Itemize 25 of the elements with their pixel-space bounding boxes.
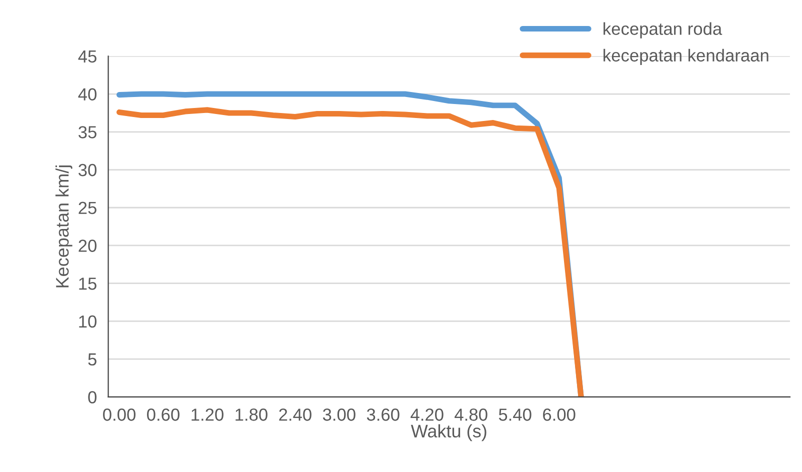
x-tick-label: 4.80	[454, 408, 488, 421]
x-tick-label: 0.00	[103, 408, 136, 421]
y-tick-label: 35	[78, 126, 96, 138]
y-tick-label: 25	[78, 202, 96, 214]
x-tick-label: 5.40	[498, 408, 532, 421]
x-tick-label: 0.60	[147, 408, 180, 421]
y-tick-label: 20	[78, 240, 96, 252]
x-tick-label: 4.20	[410, 408, 444, 421]
x-tick-label: 3.60	[366, 408, 400, 421]
y-tick-label: 30	[78, 164, 96, 176]
x-tick-label: 6.00	[543, 408, 576, 421]
y-tick-label: 0	[88, 391, 96, 404]
y-tick-label: 5	[88, 353, 96, 366]
x-axis-title: Waktu (s)	[410, 424, 486, 442]
y-tick-label: 10	[79, 315, 96, 328]
x-tick-label: 1.20	[192, 408, 224, 421]
y-axis-title: Kecepatan km/j	[55, 166, 72, 288]
x-tick-label: 3.00	[322, 408, 356, 421]
y-tick-label: 15	[79, 278, 96, 290]
legend-label: kecepatan roda	[604, 22, 722, 38]
y-tick-label: 40	[78, 88, 96, 100]
x-tick-label: 2.40	[279, 408, 312, 421]
y-tick-label: 45	[78, 50, 96, 63]
x-tick-label: 1.80	[236, 408, 268, 421]
legend-label: kecepatan kendaraan	[604, 48, 768, 66]
